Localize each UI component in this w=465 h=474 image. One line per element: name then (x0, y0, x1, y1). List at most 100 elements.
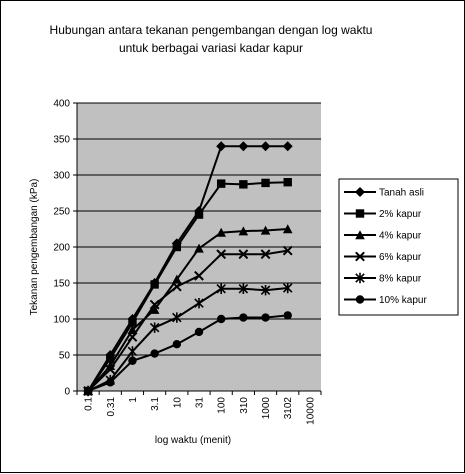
data-point (238, 226, 249, 236)
legend-marker (355, 230, 365, 240)
data-point (238, 141, 249, 152)
y-tick-label: 250 (53, 207, 70, 218)
x-tick-label: 1 (128, 397, 139, 403)
x-tick-labels: 0.1 0.31 1 3.1 10 31 100 310 1000 3102 10000 (76, 391, 322, 425)
legend-marker (355, 209, 365, 218)
data-point (282, 224, 293, 234)
series-line (87, 287, 288, 392)
series-1 (83, 178, 292, 396)
x-tick-label: 310 (239, 397, 250, 414)
data-point (194, 270, 204, 281)
legend-entry: 2% kapur (344, 209, 422, 220)
legend-box (338, 178, 459, 316)
y-tick-label: 350 (53, 135, 70, 146)
x-tick-label: 100 (217, 397, 228, 414)
data-point (238, 283, 249, 294)
y-tick-label: 300 (53, 171, 70, 182)
data-point (127, 346, 138, 357)
series-line (87, 314, 288, 392)
y-tick-label: 50 (59, 351, 71, 362)
data-point (261, 178, 270, 188)
data-point (216, 179, 226, 188)
data-point (171, 281, 182, 292)
data-point (128, 356, 137, 365)
data-point (238, 249, 249, 260)
x-tick-label: 10000 (305, 397, 316, 425)
data-point (260, 141, 271, 152)
legend-entry: 4% kapur (344, 230, 422, 242)
y-tick-label: 0 (64, 387, 70, 398)
data-point (216, 249, 227, 260)
x-tick-label: 10 (172, 397, 183, 409)
data-point (194, 210, 204, 219)
data-point (149, 322, 160, 333)
chart-title-line-1: Hubungan antara tekanan pengembangan den… (50, 23, 373, 37)
x-tick-label: 1000 (261, 397, 272, 420)
legend-label: 6% kapur (379, 252, 422, 263)
data-point (172, 340, 182, 349)
data-point (106, 354, 115, 363)
legend-marker (355, 251, 365, 262)
legend-label: 2% kapur (379, 209, 422, 220)
legend-entry: 10% kapur (344, 295, 427, 306)
data-point (260, 285, 271, 296)
legend-label: Tanah asli (379, 188, 424, 199)
x-axis-label: log waktu (menit) (155, 435, 231, 446)
data-point (194, 297, 204, 309)
data-point (239, 180, 248, 189)
data-point (172, 242, 182, 252)
data-point (106, 378, 115, 387)
legend-label: 4% kapur (379, 231, 422, 242)
legend-marker (355, 295, 365, 304)
legend-label: 8% kapur (379, 274, 422, 285)
y-axis-label: Tekanan pengembangan (kPa) (29, 179, 40, 316)
legend-entry: Tanah asli (344, 187, 424, 199)
y-tick-labels: 0 50 100 150 200 250 300 350 400 (53, 99, 77, 398)
data-point (260, 225, 271, 235)
y-tick-label: 400 (53, 99, 70, 110)
data-point (239, 313, 248, 322)
x-tick-label: 3.1 (150, 397, 161, 411)
series-line (87, 145, 288, 392)
y-tick-label: 200 (53, 243, 70, 254)
data-point (282, 282, 293, 294)
data-point (282, 245, 293, 256)
y-tick-label: 100 (53, 315, 70, 326)
data-point (216, 227, 226, 237)
data-point (194, 243, 204, 253)
data-point (282, 141, 293, 152)
data-point (216, 314, 226, 324)
legend: Tanah asli 2% kapur 4% kapur 6% kapur 8% kap… (344, 187, 427, 306)
data-point (194, 327, 204, 337)
data-point (149, 304, 160, 314)
data-point (260, 249, 271, 260)
data-point (149, 299, 160, 310)
data-point (150, 280, 159, 289)
data-point (172, 312, 182, 323)
legend-entry: 6% kapur (344, 251, 422, 263)
y-tick-label: 150 (53, 279, 70, 290)
x-tick-label: 0.1 (84, 397, 95, 411)
data-point (172, 274, 182, 284)
series-line (87, 181, 288, 392)
data-point (283, 178, 292, 187)
data-point (83, 386, 93, 396)
legend-entry: 8% kapur (344, 272, 422, 285)
series-group (83, 141, 293, 397)
data-point (127, 332, 138, 342)
x-tick-label: 0.31 (106, 397, 117, 417)
data-point (150, 349, 159, 358)
series-line (87, 249, 288, 392)
data-point (128, 318, 137, 327)
series-line (87, 228, 288, 392)
series-5 (83, 311, 292, 396)
data-point (216, 283, 226, 294)
legend-marker (355, 187, 365, 197)
legend-label: 10% kapur (379, 295, 427, 306)
data-point (283, 311, 292, 320)
x-tick-label: 31 (195, 397, 206, 409)
data-point (261, 313, 270, 322)
data-point (216, 141, 227, 152)
